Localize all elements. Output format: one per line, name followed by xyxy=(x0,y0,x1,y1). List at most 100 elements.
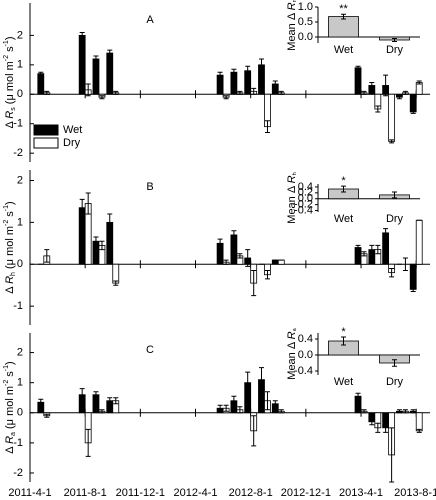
bar xyxy=(92,58,100,95)
significance: * xyxy=(341,175,346,187)
bar xyxy=(354,67,362,95)
error-bar xyxy=(402,409,408,414)
x-tick-label: 2012-4-1 xyxy=(173,487,217,499)
axis-title-part: Mean Δ xyxy=(286,10,298,50)
inset-category-label: Wet xyxy=(334,376,353,388)
error-bar xyxy=(389,427,395,483)
inset-error-bar xyxy=(341,185,346,193)
error-bar xyxy=(113,90,119,95)
axis-title-part: -1 xyxy=(3,365,10,371)
y-tick-label: -2 xyxy=(13,147,23,159)
axis-title-part: R xyxy=(4,436,16,444)
axis-title-part: (μ mol m xyxy=(4,61,16,107)
inset-error-bar xyxy=(341,336,346,346)
error-bar xyxy=(245,249,251,267)
error-bar xyxy=(113,397,119,405)
error-bar xyxy=(237,90,243,95)
bar xyxy=(382,232,390,265)
inset-y-tick-label: 1.0 xyxy=(298,1,313,13)
error-bar xyxy=(93,55,99,63)
error-bar xyxy=(369,418,375,426)
inset-error-bar xyxy=(392,359,397,367)
error-bar xyxy=(113,280,119,286)
inset-error-bar xyxy=(341,13,346,20)
axis-title-part: R xyxy=(286,2,298,10)
inset-bar xyxy=(328,16,359,38)
error-bar xyxy=(272,80,278,88)
error-bar xyxy=(410,409,416,414)
error-bar xyxy=(278,90,284,95)
y-tick-label: -1 xyxy=(13,437,23,449)
axis-title-part: Mean Δ xyxy=(286,339,298,379)
error-bar xyxy=(237,253,243,259)
error-bar xyxy=(375,422,381,433)
error-bar xyxy=(251,87,257,95)
error-bar xyxy=(251,415,257,447)
error-bar xyxy=(85,83,91,97)
inset-y-tick-label: -0.4 xyxy=(294,204,313,216)
bar xyxy=(271,259,279,265)
error-bar xyxy=(231,230,237,240)
axis-title: Mean Δ Rh xyxy=(286,172,299,223)
error-bar xyxy=(361,409,367,414)
y-tick-label: 1 xyxy=(17,216,23,228)
error-bar xyxy=(107,49,113,57)
error-bar xyxy=(402,257,408,272)
error-bar xyxy=(107,397,113,405)
inset-y-tick-label: 0.5 xyxy=(298,16,313,28)
error-bar xyxy=(278,409,284,414)
axis-title-part: s xyxy=(4,211,16,220)
error-bar xyxy=(251,270,257,297)
x-tick-label: 2012-12-1 xyxy=(281,487,331,499)
axis-title-part: R xyxy=(286,331,298,339)
error-bar xyxy=(410,286,416,292)
error-bar xyxy=(107,213,113,232)
panel-label: B xyxy=(146,181,153,193)
legend-label: Wet xyxy=(63,124,82,136)
error-bar xyxy=(272,400,278,408)
axis-title-part: s xyxy=(10,107,17,111)
y-tick-label: -1 xyxy=(13,300,23,312)
axis-title-part: Δ xyxy=(4,444,16,454)
error-bar xyxy=(355,65,361,70)
error-bar xyxy=(245,65,251,76)
y-tick-label: 2 xyxy=(17,346,23,358)
error-bar xyxy=(383,422,389,433)
axis-title-part: s xyxy=(4,371,16,380)
error-bar xyxy=(38,71,44,76)
axis-title-part: h xyxy=(292,172,298,175)
axis-title-part: R xyxy=(286,175,298,183)
bar xyxy=(37,73,45,95)
error-bar xyxy=(410,109,416,114)
error-bar xyxy=(389,267,395,278)
inset-category-label: Dry xyxy=(386,44,404,56)
error-bar xyxy=(383,228,389,238)
axis-title-part: -2 xyxy=(3,380,10,386)
axis-title-part: n xyxy=(292,0,298,2)
error-bar xyxy=(85,428,91,457)
inset-y-tick-label: 0.0 xyxy=(298,349,313,361)
axis-title: Δ Rs (μ mol m-2 s-1) xyxy=(3,36,17,128)
panel-label: C xyxy=(146,344,154,356)
axis-title: Δ Ra (μ mol m-2 s-1) xyxy=(3,361,17,453)
axis-title-part: -2 xyxy=(3,55,10,61)
inset-y-tick-label: -0.4 xyxy=(294,365,313,377)
y-tick-label: 0 xyxy=(17,88,23,100)
inset-error-bar xyxy=(392,38,397,42)
axis-title: Δ Rh (μ mol m-2 s-1) xyxy=(3,201,17,293)
error-bar xyxy=(369,244,375,255)
legend-swatch xyxy=(33,137,59,149)
y-tick-label: -1 xyxy=(13,118,23,130)
error-bar xyxy=(389,139,395,144)
error-bar xyxy=(264,270,270,280)
error-bar xyxy=(99,95,105,100)
axis-title-part: ) xyxy=(4,201,16,205)
error-bar xyxy=(44,413,50,418)
error-bar xyxy=(217,71,223,79)
error-bar xyxy=(355,244,361,251)
axis-title-part: -2 xyxy=(3,220,10,226)
inset-y-tick-label: 0.4 xyxy=(298,181,313,193)
axis-title-part: Δ xyxy=(4,284,16,294)
inset-category-label: Wet xyxy=(334,213,353,225)
